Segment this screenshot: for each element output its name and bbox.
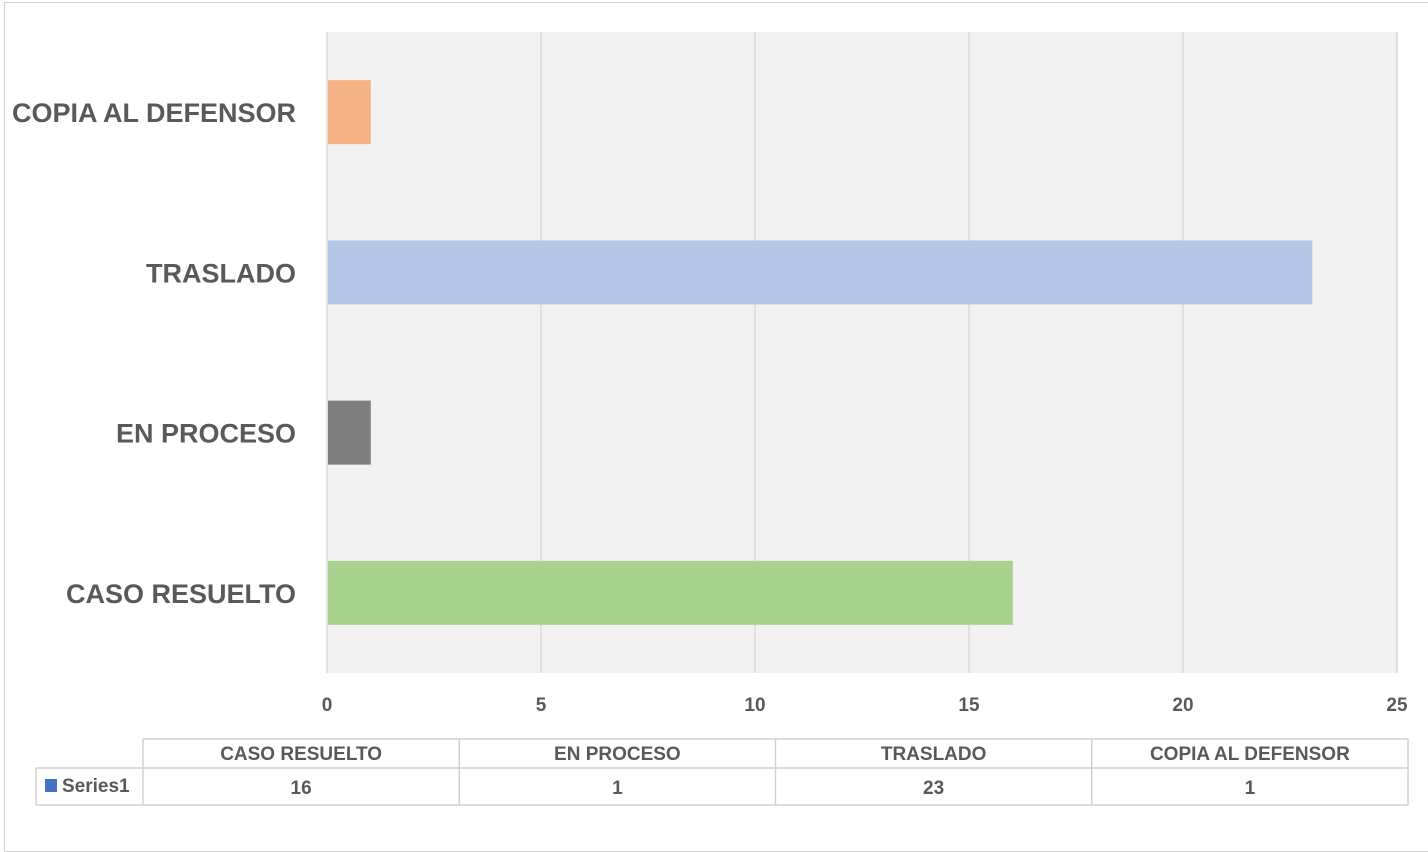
x-tick-label: 20	[1172, 695, 1193, 716]
legend-series-name: Series1	[62, 776, 130, 797]
x-tick-label: 15	[958, 695, 980, 716]
x-tick-label: 25	[1386, 695, 1408, 716]
table-value-cell: 16	[291, 778, 312, 799]
bar	[328, 80, 371, 145]
category-label: CASO RESUELTO	[66, 579, 296, 609]
x-tick-label: 0	[322, 695, 333, 716]
table-value-cell: 1	[612, 778, 623, 799]
bar	[328, 240, 1313, 305]
bar	[328, 560, 1013, 625]
bar	[328, 400, 371, 465]
x-tick-label: 10	[744, 695, 765, 716]
x-tick-label: 5	[536, 695, 547, 716]
category-label: EN PROCESO	[116, 419, 296, 449]
legend-key	[45, 779, 57, 792]
bar-chart: 0 5 10 15 20 25 CASO RESUELTO EN PROCESO TRASLAD…	[12, 32, 1409, 806]
category-label: COPIA AL DEFENSOR	[12, 98, 296, 128]
table-header-cell: CASO RESUELTO	[220, 744, 382, 765]
table-header-cell: TRASLADO	[881, 744, 987, 765]
category-label: TRASLADO	[146, 258, 296, 288]
table-value-cell: 23	[923, 778, 944, 799]
table-value-cell: 1	[1245, 778, 1256, 799]
table-header-cell: COPIA AL DEFENSOR	[1150, 744, 1350, 765]
table-header-cell: EN PROCESO	[554, 744, 681, 765]
